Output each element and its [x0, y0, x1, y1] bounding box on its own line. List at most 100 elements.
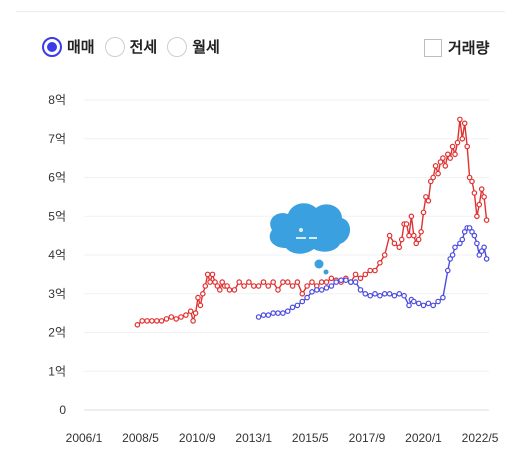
sale-point	[408, 213, 415, 220]
sale-point	[449, 143, 456, 150]
jeonse-point	[444, 267, 451, 274]
sale-point	[294, 279, 301, 285]
sale-point	[476, 201, 483, 208]
sale-point	[471, 190, 478, 196]
jeonse-point	[440, 294, 446, 301]
tab-sale-label: 매매	[67, 39, 95, 56]
sale-point	[139, 318, 146, 324]
sale-point	[444, 151, 451, 158]
sale-point	[432, 163, 439, 169]
sale-point	[440, 155, 446, 161]
sale-point	[481, 194, 487, 200]
sale-point	[246, 279, 252, 285]
tab-jeonse-label: 전세	[129, 39, 158, 56]
volume-toggle[interactable]: 거래량	[424, 37, 489, 58]
jeonse-point	[459, 236, 466, 243]
tab-sale[interactable]: 매매	[42, 36, 95, 57]
jeonse-point	[265, 312, 272, 318]
cloud-icon	[269, 203, 351, 275]
sale-point	[219, 279, 226, 285]
sale-point	[410, 232, 417, 239]
radio-jeonse[interactable]	[104, 36, 125, 57]
sale-point	[270, 279, 277, 285]
jeonse-point	[328, 283, 335, 289]
sale-point	[377, 259, 383, 266]
sale-point	[209, 271, 216, 278]
sale-point	[423, 194, 429, 200]
jeonse-point	[457, 240, 463, 247]
y-tick-label: 5억	[48, 209, 66, 223]
sale-point	[158, 318, 165, 324]
sale-point	[178, 314, 184, 320]
jeonse-point	[415, 300, 422, 307]
jeonse-point	[386, 290, 393, 297]
y-tick-label: 6억	[48, 171, 66, 185]
sale-point	[457, 116, 463, 123]
sale-point	[381, 252, 388, 258]
tab-jeonse[interactable]: 전세	[104, 36, 158, 57]
sale-point	[413, 240, 420, 247]
sale-point	[386, 232, 393, 239]
y-tick-label: 3억	[48, 287, 66, 301]
jeonse-point	[420, 302, 427, 309]
sale-point	[323, 279, 330, 285]
sale-point	[200, 290, 206, 297]
sale-point	[447, 155, 454, 161]
radio-monthly-rent[interactable]	[167, 36, 188, 57]
sale-point	[367, 267, 374, 274]
jeonse-point	[343, 277, 349, 284]
tab-monthly-rent[interactable]: 월세	[167, 36, 220, 57]
sale-point	[469, 178, 475, 185]
sale-point	[372, 267, 378, 274]
jeonse-point	[377, 292, 383, 299]
tab-monthly-rent-label: 월세	[192, 39, 220, 56]
y-tick-label: 4억	[48, 248, 66, 262]
jeonse-point	[474, 240, 480, 247]
jeonse-point	[483, 256, 490, 262]
sale-point	[474, 213, 480, 220]
sale-point	[168, 314, 175, 320]
x-tick-label: 2017/9	[349, 431, 386, 445]
x-tick-label: 2013/1	[235, 431, 272, 445]
jeonse-point	[381, 290, 388, 297]
y-tick-label: 2억	[48, 326, 66, 340]
x-tick-label: 2022/5	[462, 431, 499, 445]
jeonse-point	[289, 304, 296, 311]
sale-point	[415, 236, 422, 243]
sale-point	[406, 232, 412, 239]
jeonse-point	[275, 310, 281, 316]
jeonse-point	[260, 312, 267, 318]
x-tick-label: 2020/1	[405, 431, 442, 445]
sale-point	[241, 283, 247, 289]
jeonse-point	[333, 279, 340, 285]
radio-sale[interactable]	[42, 36, 62, 57]
jeonse-point	[461, 229, 468, 235]
y-tick-label: 1억	[48, 364, 66, 378]
jeonse-point	[280, 310, 286, 316]
jeonse-point	[255, 314, 262, 320]
y-tick-label: 7억	[48, 132, 66, 146]
sale-point	[192, 310, 199, 316]
sale-point	[452, 151, 458, 158]
sale-point	[134, 321, 141, 328]
sale-point	[362, 271, 369, 278]
sale-point	[403, 221, 410, 227]
sale-point	[289, 283, 296, 289]
jeonse-point	[447, 256, 454, 262]
jeonse-point	[318, 287, 325, 293]
sale-point	[430, 174, 437, 181]
jeonse-point	[396, 290, 403, 297]
sale-point	[284, 279, 291, 285]
jeonse-point	[466, 225, 473, 231]
volume-checkbox[interactable]	[424, 38, 442, 57]
sale-point	[418, 229, 424, 235]
sale-point	[154, 318, 160, 324]
sale-point	[212, 279, 218, 285]
jeonse-point	[299, 298, 306, 305]
sale-point	[265, 283, 272, 289]
sale-point	[427, 178, 434, 185]
sale-point	[163, 316, 170, 322]
volume-label: 거래량	[448, 40, 490, 57]
jeonse-point	[284, 308, 291, 315]
jeonse-point	[430, 302, 437, 309]
